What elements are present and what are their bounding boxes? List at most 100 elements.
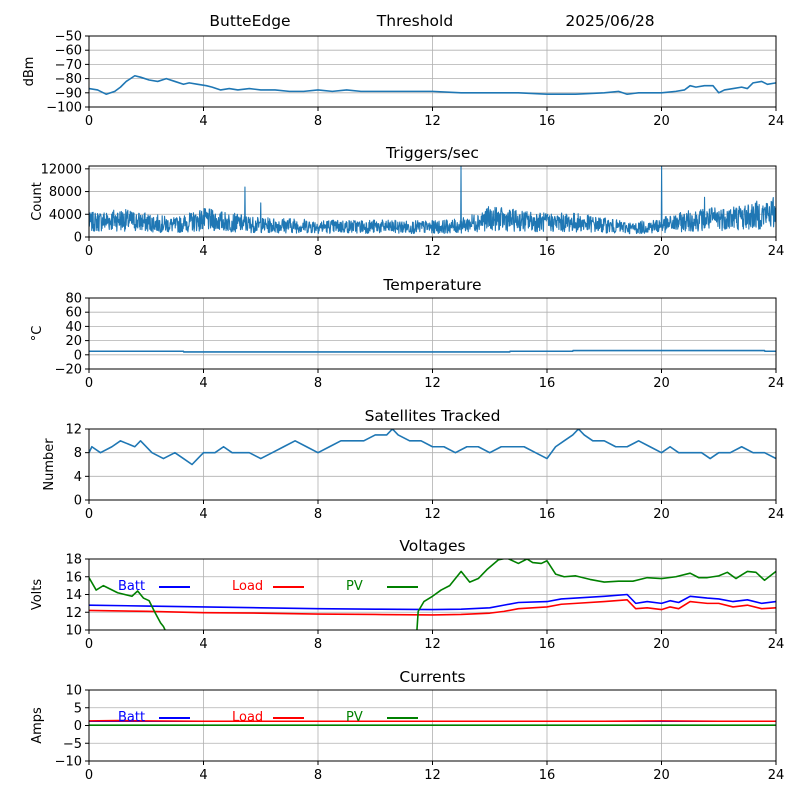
y-tick-label: 12 — [65, 423, 82, 438]
station-name: ButteEdge — [209, 12, 290, 30]
x-tick-label: 0 — [85, 114, 93, 129]
panel-title: Voltages — [399, 537, 465, 555]
y-tick-label: 8 — [74, 446, 82, 461]
y-tick-label: 4000 — [49, 208, 82, 223]
y-tick-label: 80 — [65, 292, 82, 307]
y-tick-label: −10 — [55, 755, 82, 770]
y-tick-label: 8000 — [49, 185, 82, 200]
x-tick-label: 24 — [768, 244, 785, 259]
x-tick-label: 4 — [199, 244, 207, 259]
x-tick-label: 0 — [85, 768, 93, 783]
y-axis-label: °C — [30, 326, 45, 342]
y-tick-label: 14 — [65, 588, 82, 603]
plot-area — [89, 349, 776, 353]
panel-triggers: 0 4 8 12 16 20 24 0 4000 8000 12000 Triggers/sec Cou… — [30, 144, 784, 259]
y-tick-label: 20 — [65, 334, 82, 349]
series-line-load — [89, 599, 776, 616]
x-tick-label: 12 — [424, 114, 441, 129]
y-tick-label: 10 — [65, 624, 82, 639]
series-line-temperature — [89, 349, 776, 353]
x-tick-label: 16 — [539, 114, 556, 129]
panel-title: Triggers/sec — [385, 144, 479, 162]
x-tick-label: 12 — [424, 637, 441, 652]
x-tick-label: 0 — [85, 244, 93, 259]
x-tick-label: 12 — [424, 244, 441, 259]
x-tick-label: 8 — [314, 768, 322, 783]
y-axis-label: Volts — [30, 579, 45, 611]
x-tick-label: 24 — [768, 376, 785, 391]
y-axis-label: Count — [30, 182, 45, 221]
x-tick-label: 4 — [199, 376, 207, 391]
y-tick-label: 12 — [65, 606, 82, 621]
legend-label-pv: PV — [346, 579, 363, 594]
series-line-batt — [89, 593, 776, 611]
mode-label: Threshold — [376, 12, 453, 30]
plot-area — [89, 559, 776, 630]
x-tick-label: 0 — [85, 637, 93, 652]
y-tick-label: −100 — [46, 101, 82, 116]
panel-currents: 0 4 8 12 16 20 24 −10 −5 0 5 10 Currents Amps Batt Load… — [30, 668, 784, 783]
plot-area — [89, 74, 776, 96]
x-tick-label: 8 — [314, 507, 322, 522]
x-tick-label: 24 — [768, 768, 785, 783]
x-tick-label: 20 — [653, 114, 670, 129]
series-line-satellites — [89, 429, 776, 466]
series-line-signal — [89, 74, 776, 96]
legend-label-batt: Batt — [118, 579, 145, 594]
y-axis-label: Number — [42, 438, 57, 491]
y-tick-label: −80 — [55, 72, 82, 87]
y-tick-label: 16 — [65, 570, 82, 585]
x-tick-label: 12 — [424, 768, 441, 783]
legend-label-batt: Batt — [118, 710, 145, 725]
y-tick-label: −50 — [55, 30, 82, 45]
y-tick-label: 4 — [74, 470, 82, 485]
y-tick-label: 0 — [74, 719, 82, 734]
series-line-load — [89, 719, 776, 723]
y-tick-label: −60 — [55, 44, 82, 59]
series-line-pv — [89, 559, 776, 630]
legend-label-pv: PV — [346, 710, 363, 725]
x-tick-label: 12 — [424, 507, 441, 522]
panel-title: Satellites Tracked — [365, 407, 501, 425]
x-tick-label: 24 — [768, 507, 785, 522]
panel-signal: 0 4 8 12 16 20 24 −100−90−80−70−60−50 dBm — [22, 30, 784, 130]
plot-area — [89, 429, 776, 466]
x-tick-label: 8 — [314, 244, 322, 259]
x-tick-label: 4 — [199, 637, 207, 652]
y-tick-label: 10 — [65, 684, 82, 699]
y-tick-label: 12000 — [41, 162, 82, 177]
y-axis-label: dBm — [22, 57, 37, 87]
y-tick-label: 0 — [74, 348, 82, 363]
y-tick-label: 5 — [74, 701, 82, 716]
x-tick-label: 20 — [653, 637, 670, 652]
x-tick-label: 16 — [539, 637, 556, 652]
x-tick-label: 0 — [85, 376, 93, 391]
x-tick-label: 0 — [85, 507, 93, 522]
x-tick-label: 16 — [539, 244, 556, 259]
y-tick-label: 60 — [65, 306, 82, 321]
y-tick-label: −90 — [55, 86, 82, 101]
series-line-triggers — [89, 166, 776, 235]
x-tick-label: 16 — [539, 507, 556, 522]
legend-label-load: Load — [232, 579, 263, 594]
panel-title: Temperature — [382, 276, 481, 294]
y-tick-label: −70 — [55, 58, 82, 73]
x-tick-label: 20 — [653, 244, 670, 259]
x-tick-label: 16 — [539, 376, 556, 391]
legend-label-load: Load — [232, 710, 263, 725]
y-tick-label: 0 — [74, 494, 82, 509]
x-tick-label: 24 — [768, 637, 785, 652]
x-tick-label: 12 — [424, 376, 441, 391]
y-tick-label: 18 — [65, 553, 82, 568]
y-axis-label: Amps — [30, 707, 45, 744]
plot-area — [89, 719, 776, 726]
panel-satellites: 0 4 8 12 16 20 24 0 4 8 12 Satellites Tracked Number — [42, 407, 784, 522]
plot-area — [89, 166, 776, 235]
date-label: 2025/06/28 — [565, 12, 654, 30]
y-tick-label: −20 — [55, 363, 82, 378]
y-tick-label: −5 — [63, 737, 82, 752]
x-tick-label: 24 — [768, 114, 785, 129]
x-tick-label: 4 — [199, 114, 207, 129]
